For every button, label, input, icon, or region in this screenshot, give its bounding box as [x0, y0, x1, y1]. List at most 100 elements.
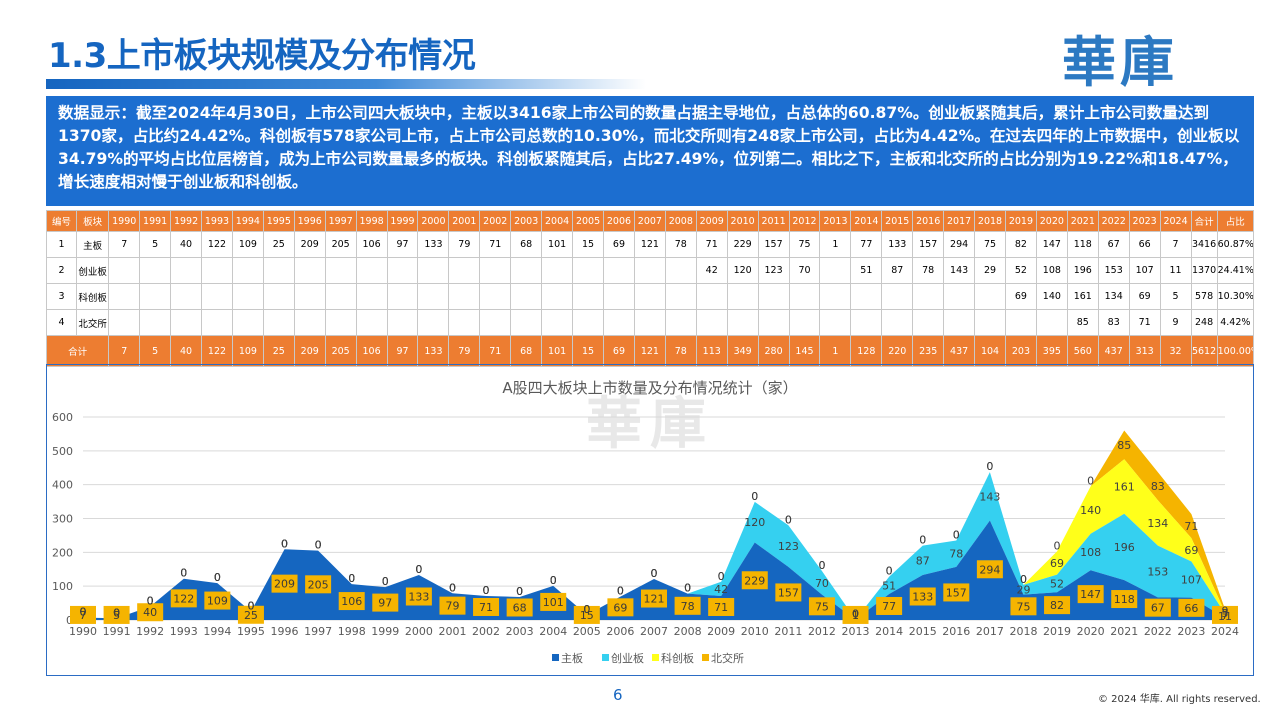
table-cell [572, 257, 604, 284]
data-label: 0 [80, 606, 87, 619]
data-label-box [1077, 585, 1104, 604]
data-label: 68 [513, 601, 527, 614]
table-cell [819, 283, 852, 310]
data-label: 101 [543, 596, 564, 609]
data-label: 229 [744, 574, 765, 587]
table-cell [943, 309, 976, 336]
table-total-cell: 79 [448, 335, 481, 367]
table-header-cell: 1995 [262, 210, 295, 232]
x-tick-label: 2014 [875, 625, 903, 638]
table-cell: 79 [448, 231, 481, 258]
data-label: 0 [516, 585, 523, 598]
table-header-cell: 2020 [1035, 210, 1068, 232]
table-cell: 主板 [76, 231, 110, 258]
table-header-cell: 2004 [541, 210, 574, 232]
table-header-cell: 2022 [1097, 210, 1130, 232]
table-cell [448, 309, 481, 336]
table-total-cell: 235 [912, 335, 945, 367]
data-label-box [405, 587, 432, 606]
table-cell [108, 257, 141, 284]
table-cell [386, 309, 419, 336]
data-label-box [1144, 598, 1171, 617]
data-label: 97 [378, 597, 392, 610]
table-cell: 294 [943, 231, 976, 258]
data-label: 77 [882, 600, 896, 613]
data-label: 0 [1020, 573, 1027, 586]
table-header-cell: 2021 [1066, 210, 1099, 232]
table-cell [448, 283, 481, 310]
page-title: 1.3上市板块规模及分布情况 [48, 36, 476, 76]
x-tick-label: 1994 [203, 625, 231, 638]
legend-label: 北交所 [711, 651, 744, 665]
table-header-cell: 板块 [76, 210, 110, 232]
table-total-cell: 145 [788, 335, 821, 367]
data-label: 29 [1016, 584, 1030, 597]
table-header-cell: 占比 [1216, 210, 1255, 232]
table-cell: 15 [572, 231, 604, 258]
table-cell: 78 [912, 257, 945, 284]
data-label: 85 [1117, 439, 1131, 452]
table-cell: 248 [1190, 309, 1218, 336]
x-tick-label: 2011 [774, 625, 802, 638]
data-label: 0 [583, 603, 590, 616]
table-cell [293, 257, 326, 284]
x-tick-label: 2000 [405, 625, 433, 638]
table-cell [726, 283, 759, 310]
stacked-area-chart: A股四大板块上市数量及分布情况统计（家）華庫010020030040050060… [52, 379, 1239, 665]
data-label: 0 [651, 567, 658, 580]
table-cell [201, 309, 233, 336]
data-label: 15 [580, 609, 594, 622]
data-table-wrapper: 编号 板块 1990 1991 1992 1993 1994 1995 1996 1997 1998… [45, 210, 1255, 367]
data-label: 0 [852, 608, 859, 621]
table-header-cell: 2023 [1128, 210, 1161, 232]
data-label: 0 [919, 534, 926, 547]
table-cell [448, 257, 481, 284]
table-cell [510, 257, 543, 284]
table-cell [262, 283, 295, 310]
data-label: 0 [180, 567, 187, 580]
table-header-cell: 1999 [386, 210, 419, 232]
data-label: 0 [281, 537, 288, 550]
data-label: 87 [916, 554, 930, 567]
data-label: 0 [751, 490, 758, 503]
table-cell [479, 257, 512, 284]
table-total-cell: 15 [572, 335, 604, 367]
data-label: 133 [912, 591, 933, 604]
table-cell: 78 [664, 231, 697, 258]
table-cell [324, 257, 357, 284]
table-header-cell: 1994 [231, 210, 264, 232]
data-label: 0 [617, 585, 624, 598]
table-cell: 51 [850, 257, 883, 284]
data-label-box [473, 597, 500, 616]
data-label: 109 [207, 595, 228, 608]
table-total-cell: 69 [603, 335, 635, 367]
table-cell: 71 [1128, 309, 1161, 336]
table-cell [417, 309, 450, 336]
table-header-row: 编号 板块 1990 1991 1992 1993 1994 1995 1996 1997 1998… [45, 210, 1255, 232]
x-tick-label: 2002 [472, 625, 500, 638]
table-cell [170, 309, 203, 336]
table-header-cell: 1993 [201, 210, 233, 232]
table-total-cell: 104 [974, 335, 1006, 367]
table-cell: 67 [1097, 231, 1130, 258]
y-tick-label: 500 [52, 445, 73, 458]
table-total-cell: 100.00% [1216, 335, 1255, 367]
data-label: 7 [1222, 609, 1229, 622]
data-label: 69 [1050, 557, 1064, 570]
data-label: 0 [953, 528, 960, 541]
data-label-box [204, 591, 231, 610]
data-label-box [1178, 598, 1205, 617]
table-row: 4 北交所 85 83 71 9 248 4.42% [45, 309, 1255, 336]
area-series-3 [83, 459, 1225, 620]
table-cell [819, 309, 852, 336]
data-label-box [976, 560, 1003, 579]
table-cell [355, 309, 388, 336]
data-label: 0 [651, 567, 658, 580]
table-cell: 578 [1190, 283, 1218, 310]
table-header-cell: 2011 [757, 210, 790, 232]
x-tick-label: 2021 [1110, 625, 1138, 638]
data-label-box [641, 589, 667, 608]
table-cell: 7 [1159, 231, 1192, 258]
data-label: 42 [714, 583, 728, 596]
table-header-cell: 2017 [943, 210, 976, 232]
